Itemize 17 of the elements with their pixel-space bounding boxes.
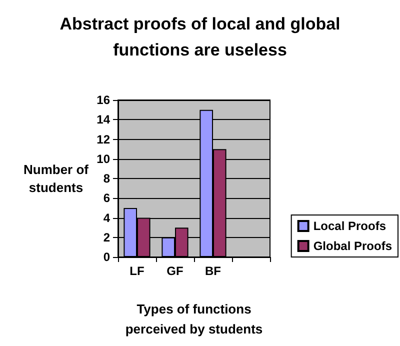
y-tick-label: 8 bbox=[103, 172, 110, 186]
y-tick-label: 0 bbox=[103, 250, 110, 264]
y-tick-label: 4 bbox=[103, 210, 110, 225]
y-tick-label: 16 bbox=[96, 93, 110, 107]
y-tick-label: 14 bbox=[96, 112, 110, 127]
legend-label: Local Proofs bbox=[313, 219, 386, 233]
y-tick-label: 12 bbox=[96, 132, 110, 146]
x-axis-title: Types of functions perceived by students bbox=[125, 302, 263, 336]
y-axis-title: Number of students bbox=[24, 162, 90, 195]
legend-label: Global Proofs bbox=[313, 239, 392, 253]
x-tick-label: GF bbox=[166, 264, 184, 278]
chart-title: Abstract proofs of local and global functions are useless bbox=[60, 14, 340, 60]
x-tick-label: BF bbox=[205, 264, 221, 278]
x-tick-label: LF bbox=[130, 264, 144, 278]
y-tick-label: 2 bbox=[103, 230, 110, 244]
y-tick-label: 6 bbox=[103, 191, 110, 206]
y-tick-label: 10 bbox=[96, 152, 110, 166]
